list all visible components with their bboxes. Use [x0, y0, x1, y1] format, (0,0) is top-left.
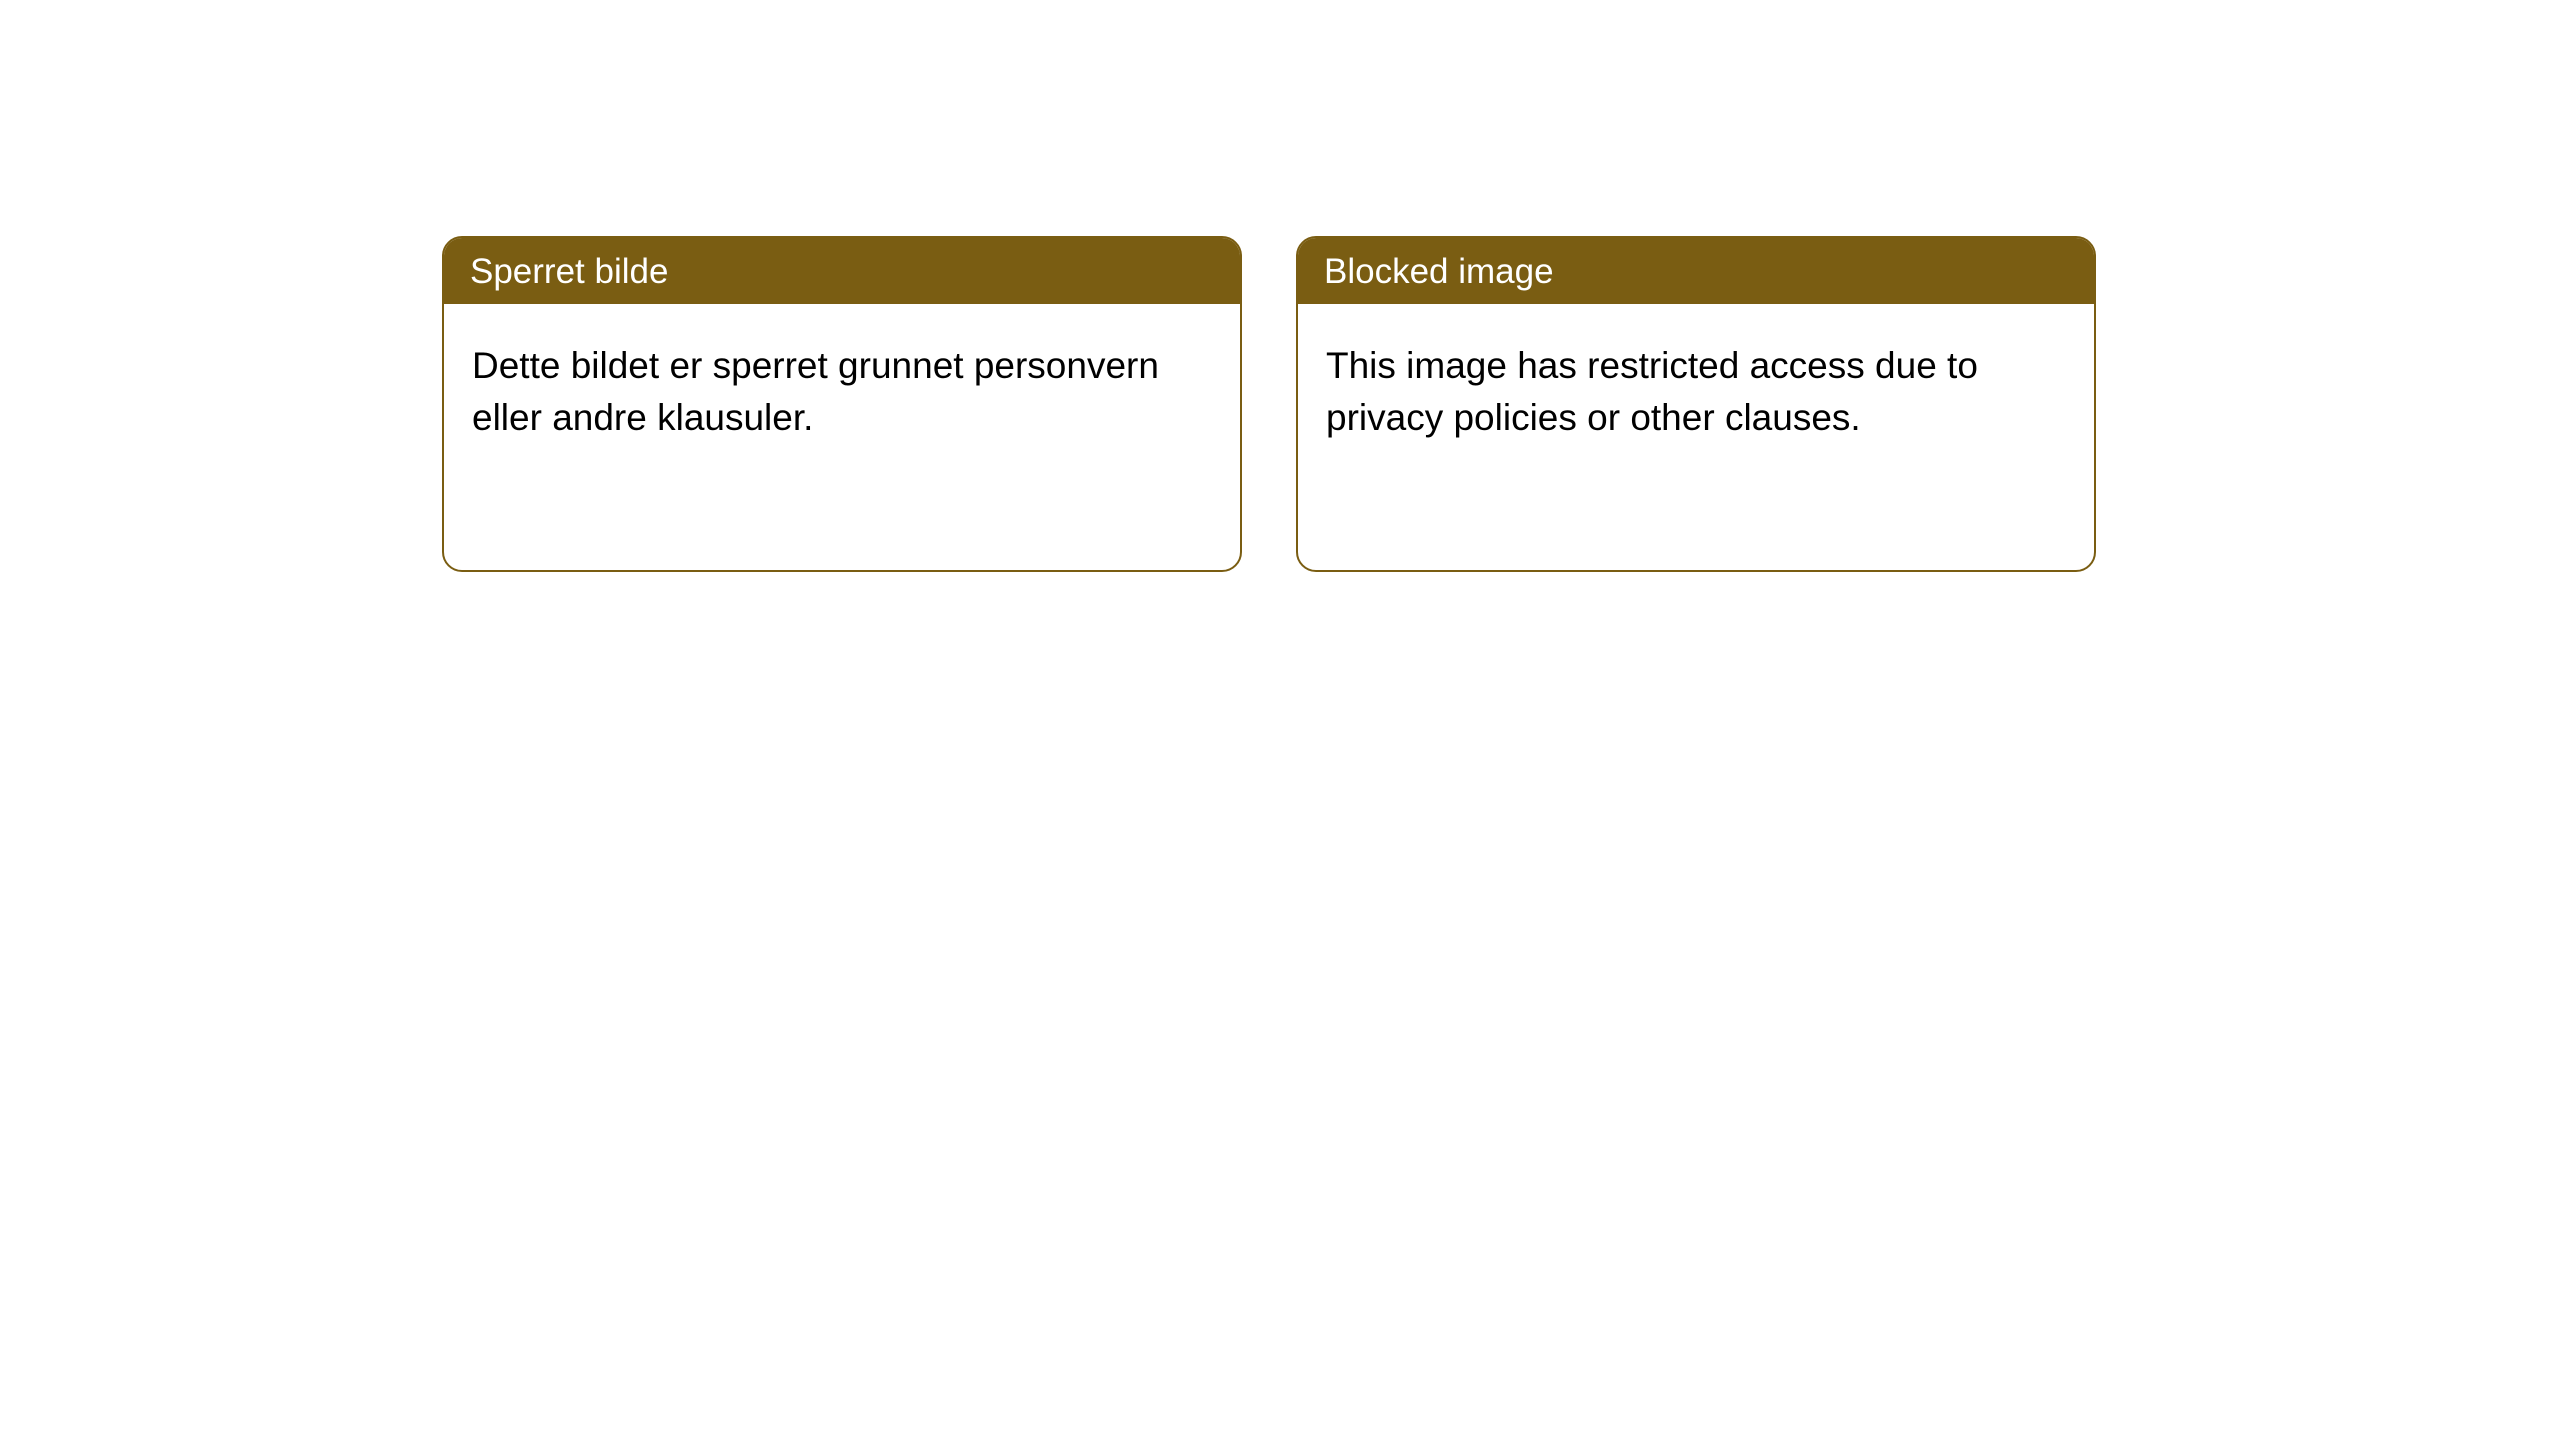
- card-header: Sperret bilde: [444, 238, 1240, 304]
- card-title: Blocked image: [1324, 252, 1554, 291]
- card-body: Dette bildet er sperret grunnet personve…: [444, 304, 1240, 480]
- card-header: Blocked image: [1298, 238, 2094, 304]
- notice-card-english: Blocked image This image has restricted …: [1296, 236, 2096, 572]
- card-title: Sperret bilde: [470, 252, 668, 291]
- notice-card-norwegian: Sperret bilde Dette bildet er sperret gr…: [442, 236, 1242, 572]
- card-message: Dette bildet er sperret grunnet personve…: [472, 345, 1159, 438]
- card-message: This image has restricted access due to …: [1326, 345, 1978, 438]
- notice-cards-container: Sperret bilde Dette bildet er sperret gr…: [0, 0, 2560, 572]
- card-body: This image has restricted access due to …: [1298, 304, 2094, 480]
